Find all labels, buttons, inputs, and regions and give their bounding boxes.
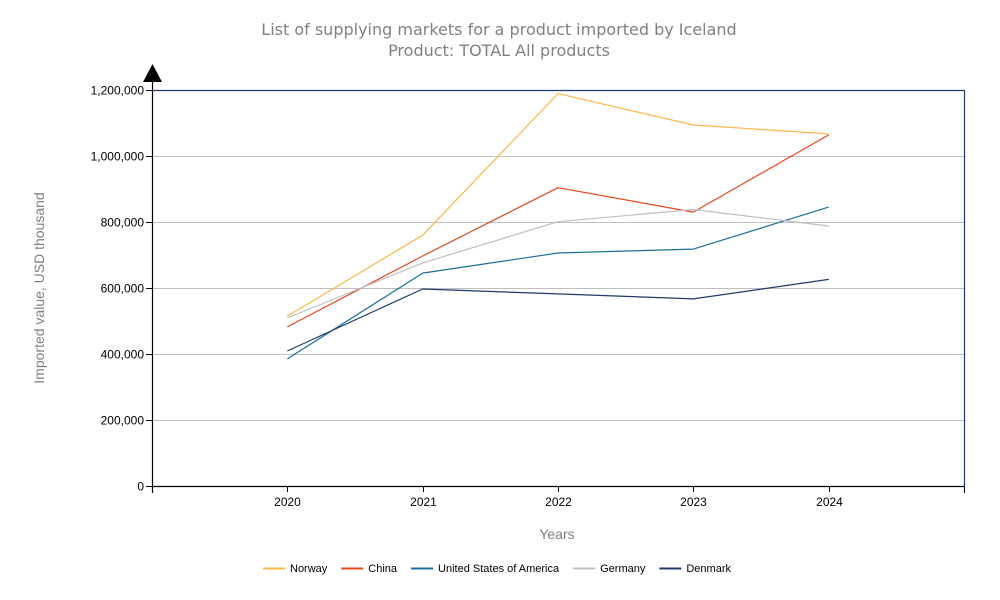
y-axis-arrow-icon: [143, 64, 162, 82]
plot-frame: [152, 89, 966, 486]
legend-label: Norway: [290, 563, 328, 575]
x-tick-label: 2023: [680, 495, 707, 509]
y-tick-label: 200,000: [101, 414, 145, 428]
legend-label: China: [368, 563, 398, 575]
y-tick-label: 600,000: [101, 282, 145, 296]
legend-label: United States of America: [438, 563, 560, 575]
legend-label: Germany: [600, 563, 646, 575]
y-tick-label: 400,000: [101, 348, 145, 362]
x-tick-label: 2020: [274, 495, 301, 509]
y-tick-label: 800,000: [101, 216, 145, 230]
chart-subtitle: Product: TOTAL All products: [388, 41, 610, 60]
series-line-china: [287, 134, 829, 328]
series-line-norway: [286, 92, 829, 317]
legend-label: Denmark: [686, 563, 731, 575]
legend-item-united-states-of-america: United States of America: [411, 563, 560, 575]
series-lines: [286, 92, 829, 360]
y-tick-label: 0: [137, 480, 144, 494]
x-tick-label: 2022: [545, 495, 572, 509]
y-tick-label: 1,000,000: [91, 150, 145, 164]
legend-item-china: China: [341, 563, 398, 575]
x-axis-title: Years: [539, 526, 574, 542]
y-axis: 0 200,000 400,000 600,000 800,000 1,000,000 1,…: [91, 64, 162, 494]
legend-item-denmark: Denmark: [659, 563, 731, 575]
series-line-germany: [287, 208, 829, 319]
legend-item-norway: Norway: [263, 563, 328, 575]
series-line-denmark: [287, 278, 829, 352]
y-axis-title: Imported value, USD thousand: [31, 192, 47, 383]
series-line-united-states-of-america: [286, 206, 829, 360]
legend: Norway China United States of America Germa…: [263, 563, 731, 575]
chart-title: List of supplying markets for a product …: [261, 20, 736, 39]
gridlines: [152, 156, 964, 421]
x-axis: 2020 2021 2022 2023 2024: [152, 485, 965, 509]
legend-item-germany: Germany: [573, 563, 646, 575]
x-tick-label: 2024: [816, 495, 843, 509]
y-tick-label: 1,200,000: [91, 84, 145, 98]
x-tick-label: 2021: [410, 495, 437, 509]
